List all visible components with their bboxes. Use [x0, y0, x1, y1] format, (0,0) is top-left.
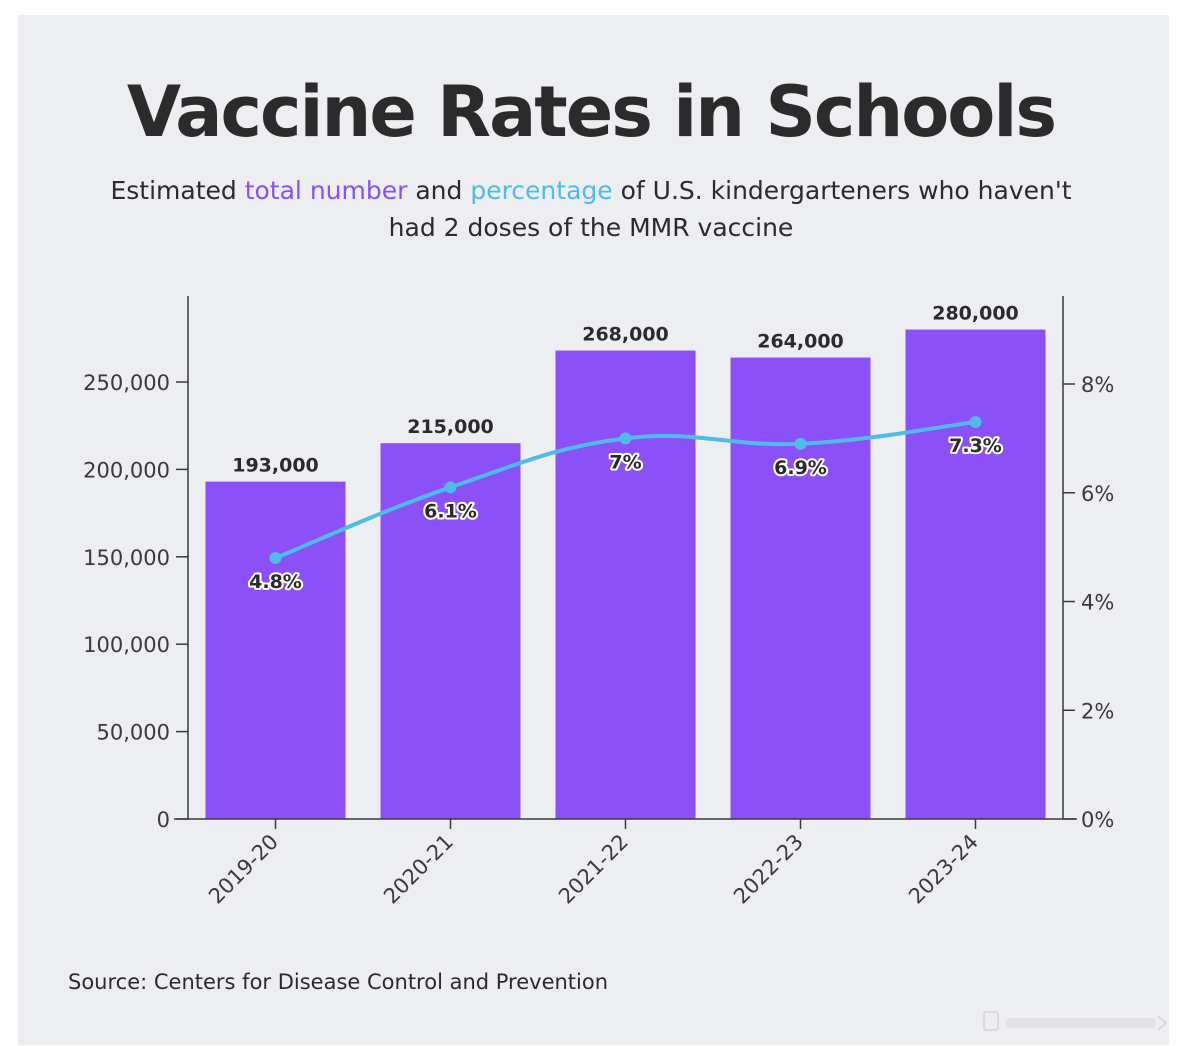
source-note: Source: Centers for Disease Control and …	[68, 970, 609, 994]
percentage-value-label: 7.3%	[949, 435, 1002, 457]
bar-2021-22	[555, 350, 696, 819]
left-tick-label: 200,000	[83, 458, 170, 482]
right-tick-label: 0%	[1081, 808, 1114, 832]
left-tick-label: 150,000	[83, 546, 170, 570]
chart-subtitle: Estimated total number and percentage of…	[90, 172, 1092, 246]
bar-value-label: 215,000	[407, 416, 494, 438]
percentage-value-label: 6.9%	[774, 457, 827, 479]
right-tick-label: 6%	[1081, 482, 1114, 506]
x-tick-label-2020-21: 2020-21	[379, 830, 458, 909]
bar-value-label: 193,000	[232, 455, 319, 477]
bar-2023-24	[905, 329, 1046, 819]
right-tick-label: 8%	[1081, 373, 1114, 397]
page-title: Vaccine Rates in Schools	[126, 71, 1057, 153]
percentage-value-label: 6.1%	[424, 500, 477, 522]
percentage-value-label: 7%	[609, 451, 641, 473]
percentage-value-label: 4.8%	[249, 571, 302, 593]
left-tick-label: 250,000	[83, 371, 170, 395]
bar-value-label: 264,000	[757, 331, 844, 353]
right-tick-label: 4%	[1081, 591, 1114, 615]
watermark-image	[983, 1011, 1168, 1031]
percentage-point-2023-24	[969, 416, 982, 429]
percentage-point-2022-23	[794, 437, 807, 450]
left-tick-label: 0	[157, 808, 170, 832]
bar-value-label: 268,000	[582, 324, 669, 346]
line-layer	[269, 416, 982, 564]
right-tick-label: 2%	[1081, 699, 1114, 723]
x-tick-label-2023-24: 2023-24	[904, 830, 983, 909]
subtitle-text-1: Estimated	[110, 176, 245, 205]
subtitle-text-2: and	[407, 176, 471, 205]
bar-layer	[205, 329, 1046, 819]
bar-value-label: 280,000	[932, 303, 1019, 325]
bar-2019-20	[205, 481, 346, 819]
subtitle-highlight-percentage: percentage	[470, 176, 613, 205]
percentage-point-2020-21	[444, 481, 457, 494]
x-tick-label-2022-23: 2022-23	[729, 830, 808, 909]
label-layer: 193,000 215,000 268,000 264,000 280,000 4.8% 6…	[232, 303, 1019, 595]
left-tick-label: 100,000	[83, 633, 170, 657]
left-tick-label: 50,000	[97, 721, 170, 745]
x-tick-label-2019-20: 2019-20	[204, 830, 283, 909]
subtitle-highlight-total: total number	[244, 176, 408, 205]
bar-2022-23	[730, 357, 871, 819]
percentage-point-2021-22	[619, 432, 632, 445]
x-tick-label-2021-22: 2021-22	[554, 830, 633, 909]
percentage-point-2019-20	[269, 552, 282, 564]
subtitle-text-3: of U.S. kindergarteners who haven't had …	[388, 176, 1072, 242]
